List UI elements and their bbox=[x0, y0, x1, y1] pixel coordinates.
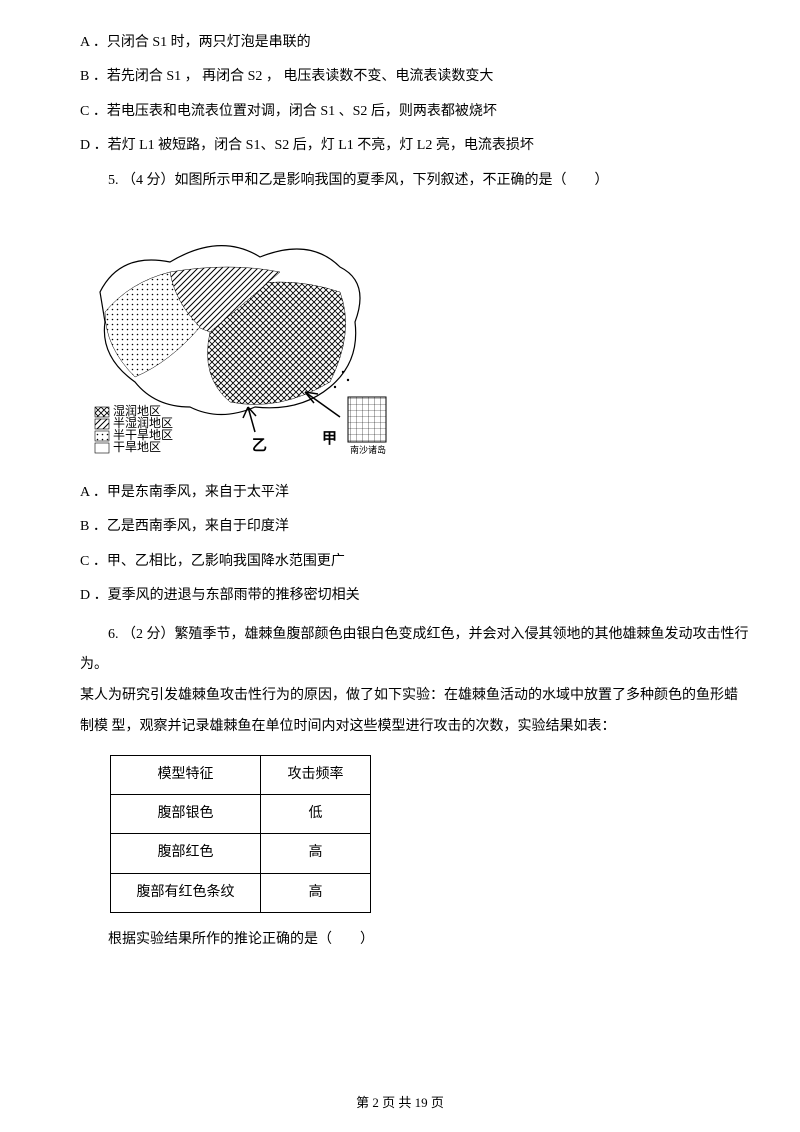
label-yi: 乙 bbox=[252, 434, 267, 458]
q4-option-a: A ．只闭合 S1 时，两只灯泡是串联的 bbox=[80, 32, 750, 54]
label-jia: 甲 bbox=[322, 427, 337, 451]
q6-stem: 6. （2 分）繁殖季节，雄棘鱼腹部颜色由银白色变成红色，并会对入侵其领地的其他… bbox=[80, 620, 750, 743]
table-row: 腹部银色 低 bbox=[111, 795, 371, 834]
q5-option-b: B ．乙是西南季风，来自于印度洋 bbox=[80, 516, 750, 538]
table-row: 腹部红色 高 bbox=[111, 834, 371, 873]
q4-option-b: B ．若先闭合 S1 ， 再闭合 S2 ， 电压表读数不变、电流表读数变大 bbox=[80, 66, 750, 88]
q6-followup: 根据实验结果所作的推论正确的是（ ） bbox=[80, 925, 750, 956]
q5-option-c: C ．甲、乙相比，乙影响我国降水范围更广 bbox=[80, 551, 750, 573]
q5-figure: 湿润地区 半湿润地区 半干旱地区 干旱地区 乙 甲 南沙诸岛 bbox=[80, 212, 390, 462]
q5-stem: 5. （4 分）如图所示甲和乙是影响我国的夏季风，下列叙述，不正确的是（ ） bbox=[80, 170, 750, 192]
label-nansha: 南沙诸岛 bbox=[350, 443, 386, 457]
table-header-1: 模型特征 bbox=[111, 755, 261, 794]
q4-option-d: D ．若灯 L1 被短路，闭合 S1、S2 后，灯 L1 不亮，灯 L2 亮，电… bbox=[80, 135, 750, 157]
table-header-2: 攻击频率 bbox=[261, 755, 371, 794]
table-row: 腹部有红色条纹 高 bbox=[111, 873, 371, 912]
q5-option-d: D ．夏季风的进退与东部雨带的推移密切相关 bbox=[80, 585, 750, 607]
legend-l4: 干旱地区 bbox=[113, 441, 161, 453]
q4-option-c: C ．若电压表和电流表位置对调，闭合 S1 、S2 后，则两表都被烧坏 bbox=[80, 101, 750, 123]
table-row: 模型特征 攻击频率 bbox=[111, 755, 371, 794]
q6-table: 模型特征 攻击频率 腹部银色 低 腹部红色 高 腹部有红色条纹 高 bbox=[110, 755, 371, 914]
q5-option-a: A ．甲是东南季风，来自于太平洋 bbox=[80, 482, 750, 504]
page-footer: 第 2 页 共 19 页 bbox=[0, 1093, 800, 1114]
